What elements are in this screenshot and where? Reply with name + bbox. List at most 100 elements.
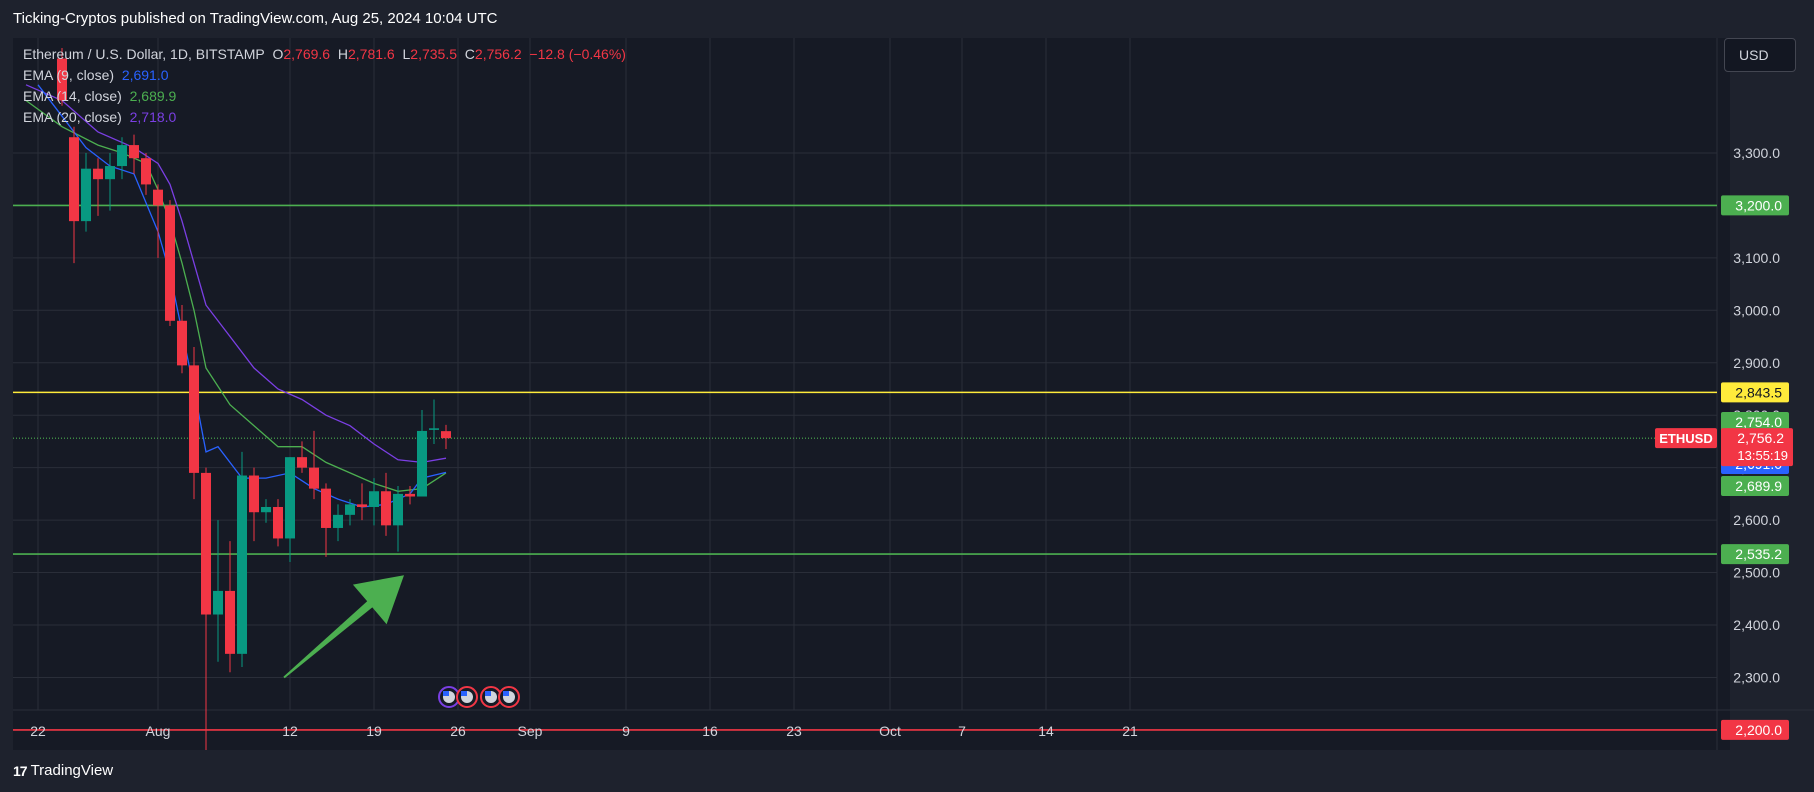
- candle-body: [285, 457, 295, 539]
- candle-body: [441, 431, 451, 439]
- candle: [261, 499, 271, 523]
- candle: [249, 467, 259, 542]
- last-price-tag: 2,756.2 13:55:19: [1721, 428, 1793, 467]
- ema-price-tag-text: 2,754.0: [1735, 414, 1782, 430]
- symbol-tag-bg: [1655, 428, 1717, 449]
- tradingview-brand[interactable]: 17 TradingView: [13, 762, 113, 779]
- candle-body: [129, 145, 139, 159]
- level-price-tag: 2,200.0: [1721, 719, 1789, 740]
- candle: [189, 347, 199, 500]
- x-tick-label: Sep: [518, 723, 543, 739]
- candle: [273, 499, 283, 547]
- candle-body: [345, 504, 355, 515]
- level-price-tag-bg: [1721, 544, 1789, 565]
- y-tick-label: 3,300.0: [1733, 145, 1780, 161]
- horizontal-levels: [13, 204, 1717, 731]
- x-tick-label: 26: [450, 723, 466, 739]
- y-tick-label: 2,500.0: [1733, 565, 1780, 581]
- candles: [57, 48, 451, 762]
- up-arrow-icon: [283, 575, 404, 679]
- candle-body: [69, 137, 79, 222]
- candle: [105, 152, 115, 211]
- event-flag-canton: [443, 691, 449, 696]
- candle: [69, 126, 79, 264]
- event-flag-canton: [485, 691, 491, 696]
- tradingview-logo-icon: 17: [13, 762, 28, 779]
- y-tick-label: 2,400.0: [1733, 617, 1780, 633]
- candle-body: [297, 457, 307, 468]
- currency-button[interactable]: USD: [1724, 38, 1796, 72]
- us-flag-event-icon: [456, 686, 478, 708]
- x-tick-label: 23: [786, 723, 802, 739]
- candle: [201, 467, 211, 762]
- candle: [309, 430, 319, 500]
- candle-body: [213, 590, 223, 615]
- candle: [321, 483, 331, 557]
- chart-area[interactable]: [13, 38, 1730, 750]
- grid: [13, 38, 1814, 750]
- level-price-tag: 2,843.5: [1721, 382, 1789, 403]
- candle-body: [189, 365, 199, 473]
- candle: [129, 134, 139, 174]
- level-price-tag-bg: [1721, 719, 1789, 740]
- x-tick-label: Oct: [879, 723, 901, 739]
- tradingview-wordmark: TradingView: [30, 762, 114, 779]
- candle-body: [81, 168, 91, 222]
- ema-price-tag-bg: [1721, 412, 1789, 432]
- candle: [393, 486, 403, 552]
- candle-body: [321, 488, 331, 528]
- ema9-line: [37, 84, 447, 508]
- y-tick-label: 3,000.0: [1733, 302, 1780, 318]
- last-price-countdown: 13:55:19: [1737, 448, 1788, 463]
- candle: [369, 478, 379, 526]
- level-price-tag: 2,535.2: [1721, 544, 1789, 565]
- candle: [153, 184, 163, 258]
- candle: [177, 305, 187, 374]
- last-price-tag-bg: [1721, 428, 1793, 467]
- level-price-tag-text: 2,843.5: [1735, 384, 1782, 400]
- bottom-bar: [0, 750, 1814, 792]
- candle: [117, 137, 127, 180]
- level-price-tag-text: 2,200.0: [1735, 722, 1782, 738]
- y-tick-label: 2,900.0: [1733, 355, 1780, 371]
- event-flag-canton: [503, 691, 509, 696]
- candle: [405, 486, 415, 505]
- candle-body: [105, 166, 115, 180]
- candle-body: [225, 590, 235, 654]
- candle-body: [429, 428, 439, 430]
- symbol-tag-text: ETHUSD: [1659, 431, 1712, 446]
- x-tick-label: 19: [366, 723, 382, 739]
- level-price-tag-bg: [1721, 195, 1789, 216]
- candle: [57, 48, 67, 106]
- last-price-value: 2,756.2: [1737, 430, 1784, 446]
- event-markers: [438, 686, 520, 708]
- candle: [93, 158, 103, 216]
- ema-price-tag-bg: [1721, 476, 1789, 496]
- top-bar: [0, 0, 1814, 38]
- x-tick-label: Aug: [146, 723, 171, 739]
- candle-body: [405, 493, 415, 497]
- candle-body: [249, 475, 259, 513]
- candle-body: [165, 205, 175, 321]
- candle-body: [273, 506, 283, 539]
- ema-price-tag: 2,689.9: [1721, 476, 1789, 496]
- candle: [213, 520, 223, 662]
- x-tick-label: 9: [622, 723, 630, 739]
- y-tick-label: 2,600.0: [1733, 512, 1780, 528]
- candle: [225, 541, 235, 673]
- candle-body: [57, 58, 67, 101]
- y-tick-label: 2,300.0: [1733, 669, 1780, 685]
- candle-body: [153, 189, 163, 206]
- us-flag-event-icon: [498, 686, 520, 708]
- y-tick-label: 3,100.0: [1733, 250, 1780, 266]
- candle-body: [177, 320, 187, 366]
- candle: [165, 200, 175, 327]
- candle: [381, 472, 391, 536]
- candle-body: [237, 475, 247, 654]
- candle-body: [333, 514, 343, 528]
- candle-body: [261, 506, 271, 513]
- arrow-annotation: [283, 575, 404, 679]
- candle: [333, 504, 343, 542]
- candle: [429, 399, 439, 445]
